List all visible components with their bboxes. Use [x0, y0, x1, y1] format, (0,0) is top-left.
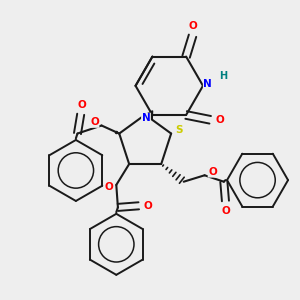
- Text: O: O: [221, 206, 230, 216]
- Text: N: N: [142, 113, 150, 123]
- Text: S: S: [176, 125, 183, 135]
- Text: O: O: [105, 182, 114, 191]
- Polygon shape: [145, 111, 153, 119]
- Text: N: N: [203, 79, 212, 89]
- Text: O: O: [143, 201, 152, 211]
- Text: H: H: [219, 71, 227, 81]
- Text: O: O: [188, 21, 197, 31]
- Text: O: O: [208, 167, 217, 177]
- Text: O: O: [78, 100, 87, 110]
- Text: O: O: [215, 115, 224, 125]
- Text: O: O: [90, 117, 99, 127]
